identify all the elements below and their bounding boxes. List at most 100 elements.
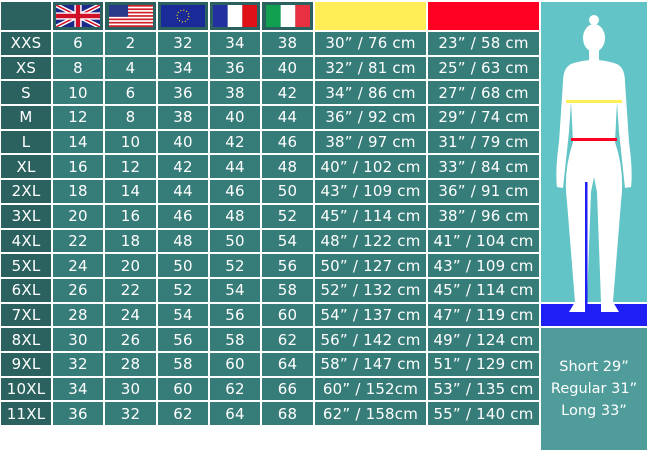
cell-uk: 12 — [53, 106, 103, 129]
cell-us: 24 — [105, 303, 156, 327]
cell-uk: 20 — [53, 204, 103, 228]
cell-size: 2XL — [1, 180, 51, 203]
cell-uk: 16 — [53, 155, 103, 179]
cell-uk: 30 — [53, 328, 103, 351]
cell-uk: 6 — [53, 32, 103, 55]
cell-fr: 48 — [210, 204, 260, 228]
header-uk — [53, 2, 103, 30]
cell-size: L — [1, 130, 51, 154]
cell-fr: 34 — [210, 32, 260, 55]
cell-waist: 53” / 135 cm — [428, 377, 539, 401]
cell-us: 28 — [105, 352, 156, 376]
eu-flag-icon — [161, 5, 205, 27]
cell-fr: 38 — [210, 81, 260, 105]
cell-fr: 62 — [210, 377, 260, 401]
cell-size: 8XL — [1, 328, 51, 351]
cell-waist: 51” / 129 cm — [428, 352, 539, 376]
cell-eu: 52 — [158, 278, 208, 302]
inseam-long: Long 33” — [561, 402, 627, 419]
cell-size: 3XL — [1, 204, 51, 228]
header-it — [262, 2, 313, 30]
cell-eu: 58 — [158, 352, 208, 376]
cell-bust: 32” / 81 cm — [315, 56, 426, 80]
cell-bust: 54” / 137 cm — [315, 303, 426, 327]
cell-uk: 34 — [53, 377, 103, 401]
cell-eu: 56 — [158, 328, 208, 351]
cell-bust: 56” / 142 cm — [315, 328, 426, 351]
cell-uk: 14 — [53, 130, 103, 154]
cell-fr: 52 — [210, 254, 260, 277]
cell-it: 62 — [262, 328, 313, 351]
cell-eu: 50 — [158, 254, 208, 277]
cell-eu: 46 — [158, 204, 208, 228]
cell-it: 44 — [262, 106, 313, 129]
cell-bust: 40” / 102 cm — [315, 155, 426, 179]
cell-fr: 58 — [210, 328, 260, 351]
cell-waist: 23” / 58 cm — [428, 32, 539, 55]
cell-size: 9XL — [1, 352, 51, 376]
cell-us: 10 — [105, 130, 156, 154]
cell-us: 14 — [105, 180, 156, 203]
cell-fr: 36 — [210, 56, 260, 80]
header-bust-color — [315, 2, 426, 30]
cell-uk: 10 — [53, 81, 103, 105]
cell-it: 50 — [262, 180, 313, 203]
cell-it: 56 — [262, 254, 313, 277]
cell-us: 32 — [105, 402, 156, 425]
cell-eu: 42 — [158, 155, 208, 179]
cell-size: XS — [1, 56, 51, 80]
corner-cell — [1, 2, 51, 30]
inseam-lengths: Short 29” Regular 31” Long 33” — [541, 328, 647, 450]
cell-fr: 54 — [210, 278, 260, 302]
cell-size: XXS — [1, 32, 51, 55]
cell-bust: 43” / 109 cm — [315, 180, 426, 203]
cell-size: M — [1, 106, 51, 129]
cell-eu: 38 — [158, 106, 208, 129]
inseam-regular: Regular 31” — [550, 380, 638, 397]
cell-us: 12 — [105, 155, 156, 179]
cell-waist: 43” / 109 cm — [428, 254, 539, 277]
cell-us: 2 — [105, 32, 156, 55]
header-waist-color — [428, 2, 539, 30]
cell-waist: 31” / 79 cm — [428, 130, 539, 154]
cell-size: 5XL — [1, 254, 51, 277]
cell-fr: 50 — [210, 229, 260, 253]
cell-bust: 60” / 152cm — [315, 377, 426, 401]
cell-it: 66 — [262, 377, 313, 401]
cell-uk: 18 — [53, 180, 103, 203]
cell-waist: 55” / 140 cm — [428, 402, 539, 425]
cell-eu: 48 — [158, 229, 208, 253]
cell-eu: 34 — [158, 56, 208, 80]
cell-fr: 46 — [210, 180, 260, 203]
cell-bust: 50” / 127 cm — [315, 254, 426, 277]
cell-it: 52 — [262, 204, 313, 228]
cell-it: 54 — [262, 229, 313, 253]
cell-it: 40 — [262, 56, 313, 80]
cell-fr: 44 — [210, 155, 260, 179]
cell-eu: 60 — [158, 377, 208, 401]
cell-size: 4XL — [1, 229, 51, 253]
cell-us: 4 — [105, 56, 156, 80]
body-figure-panel — [541, 2, 647, 314]
cell-waist: 25” / 63 cm — [428, 56, 539, 80]
cell-eu: 36 — [158, 81, 208, 105]
cell-us: 16 — [105, 204, 156, 228]
cell-waist: 33” / 84 cm — [428, 155, 539, 179]
cell-fr: 40 — [210, 106, 260, 129]
cell-waist: 45” / 114 cm — [428, 278, 539, 302]
cell-us: 30 — [105, 377, 156, 401]
cell-it: 48 — [262, 155, 313, 179]
cell-uk: 8 — [53, 56, 103, 80]
inseam-short: Short 29” — [559, 358, 629, 375]
cell-bust: 62” / 158cm — [315, 402, 426, 425]
cell-it: 68 — [262, 402, 313, 425]
cell-eu: 54 — [158, 303, 208, 327]
cell-size: 11XL — [1, 402, 51, 425]
cell-us: 18 — [105, 229, 156, 253]
cell-us: 20 — [105, 254, 156, 277]
body-silhouette-icon — [556, 15, 632, 314]
cell-waist: 27” / 68 cm — [428, 81, 539, 105]
cell-us: 26 — [105, 328, 156, 351]
cell-bust: 45” / 114 cm — [315, 204, 426, 228]
header-us — [105, 2, 156, 30]
